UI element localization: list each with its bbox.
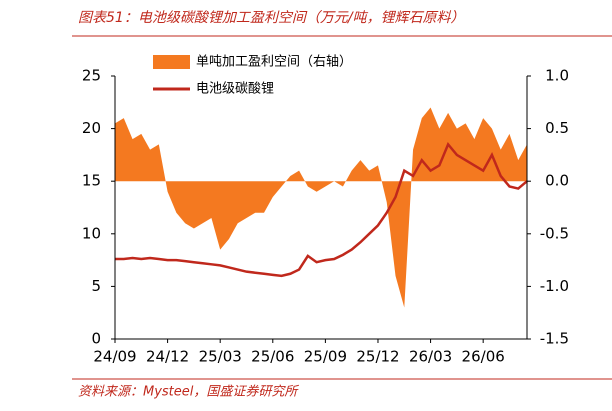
area (115, 107, 527, 308)
y2-tick-label: 0.0 (545, 172, 569, 190)
legend-swatch (153, 55, 190, 69)
x-tick-label: 24/12 (146, 348, 189, 366)
line (115, 141, 528, 278)
y-tick-label: 15 (82, 172, 101, 190)
y2-tick-label: 0.5 (545, 119, 569, 137)
x-tick-label: 25/03 (199, 348, 242, 366)
y2-tick-label: -1.0 (540, 277, 569, 295)
chart-title: 图表51：电池级碳酸锂加工盈利空间（万元/吨，锂辉石原料） (78, 10, 465, 26)
y-tick-label: 0 (91, 330, 101, 348)
x-tick-label: 25/09 (304, 348, 347, 366)
y-tick-label: 25 (82, 67, 101, 85)
legend-label: 电池级碳酸锂 (196, 82, 274, 97)
x-tick-label: 26/03 (409, 348, 452, 366)
x-tick-label: 25/06 (251, 348, 294, 366)
source: 资料来源：Mysteel，国盛证券研究所 (78, 384, 299, 400)
x-tick-label: 25/12 (356, 348, 399, 366)
x-tick-label: 24/09 (93, 348, 136, 366)
y2-tick-label: 1.0 (545, 67, 569, 85)
y-tick-label: 20 (82, 119, 101, 137)
y2-tick-label: -1.5 (540, 330, 569, 348)
y2-tick-label: -0.5 (540, 224, 569, 242)
x-tick-label: 26/06 (462, 348, 505, 366)
y-tick-label: 10 (82, 224, 101, 242)
y-tick-label: 5 (91, 277, 101, 295)
legend-label: 单吨加工盈利空间（右轴） (196, 55, 352, 70)
